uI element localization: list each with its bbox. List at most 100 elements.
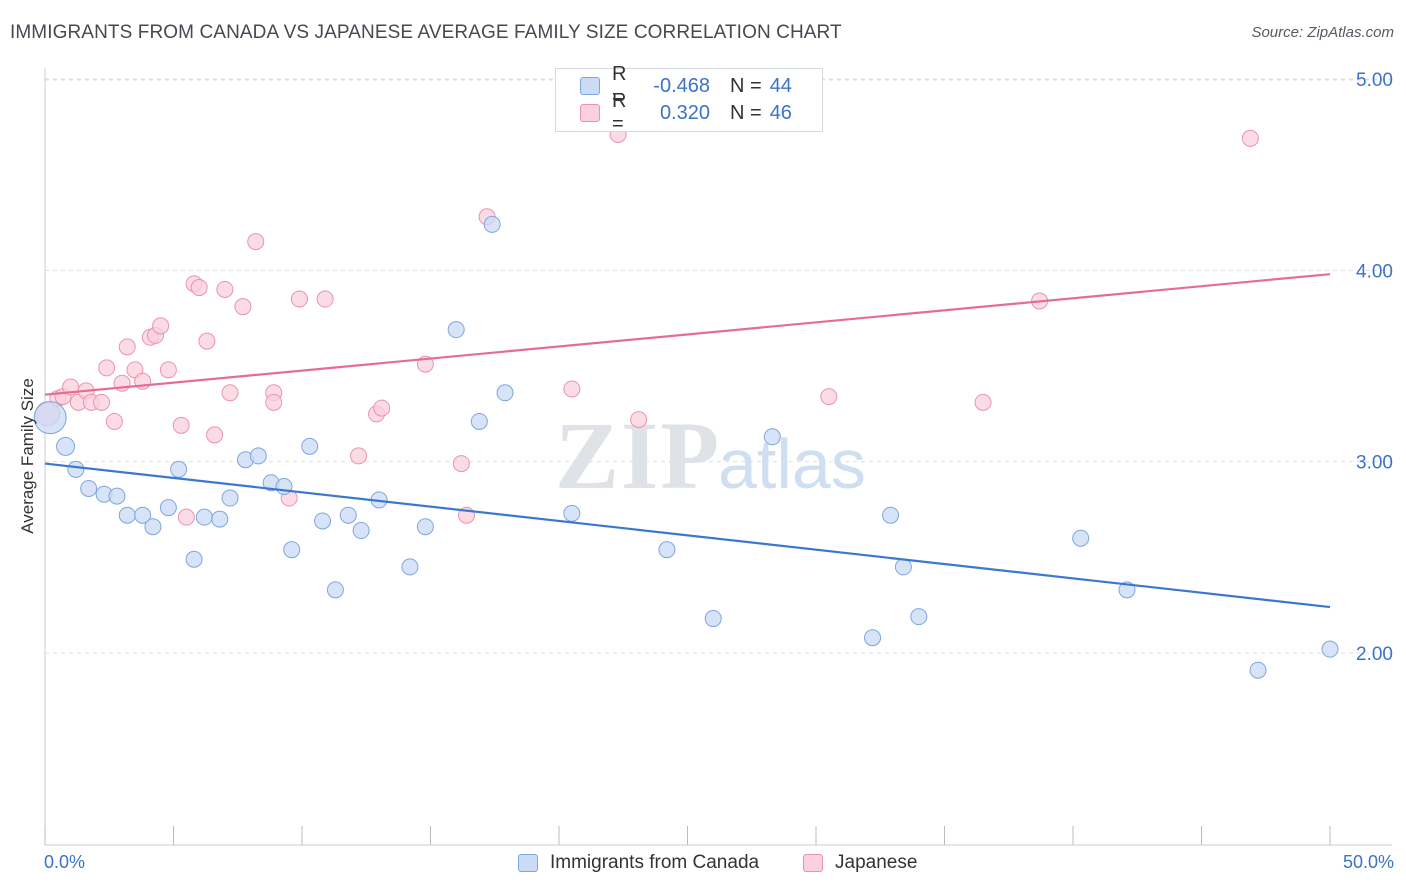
- legend-n-label: N =: [730, 74, 762, 97]
- series-legend: Immigrants from Canada Japanese: [0, 852, 1406, 876]
- watermark: ZIP atlas: [555, 402, 866, 509]
- canada-point: [56, 436, 76, 456]
- japanese-point: [452, 455, 470, 473]
- canada-point: [401, 558, 419, 576]
- canada-point: [33, 401, 67, 435]
- legend-r-value: -0.468: [653, 74, 710, 97]
- canada-point: [496, 384, 514, 402]
- canada-point: [1249, 661, 1267, 679]
- japanese-trend-line: [44, 273, 1331, 396]
- legend-row-canada: R = -0.468 N = 44: [580, 63, 792, 108]
- watermark-atlas: atlas: [718, 425, 866, 503]
- canada-point: [447, 321, 465, 339]
- legend-n-value: 44: [769, 74, 792, 97]
- japanese-point: [159, 361, 177, 379]
- series-swatch-japanese: [803, 854, 823, 872]
- legend-row-japanese: R = 0.320 N = 46: [580, 90, 792, 135]
- canada-point: [108, 487, 126, 505]
- y-tick-label: 2.00: [1356, 644, 1393, 665]
- japanese-point: [216, 280, 234, 298]
- japanese-point: [98, 359, 116, 377]
- trend-lines: [44, 273, 1331, 609]
- canada-point: [249, 447, 267, 465]
- canada-point: [864, 629, 882, 647]
- japanese-point: [290, 290, 308, 308]
- canada-point: [144, 518, 162, 536]
- japanese-point: [152, 317, 170, 335]
- canada-point: [894, 558, 912, 576]
- canada-point: [1321, 640, 1339, 658]
- x-axis-max-label: 50.0%: [1342, 852, 1394, 872]
- japanese-point: [105, 412, 123, 430]
- series-name-japanese: Japanese: [835, 852, 918, 873]
- japanese-point: [118, 338, 136, 356]
- japanese-point: [1241, 129, 1259, 147]
- legend-swatch-japanese: [580, 104, 600, 122]
- legend-r-label: R =: [612, 63, 627, 108]
- canada-point: [563, 504, 581, 522]
- japanese-point: [265, 393, 283, 411]
- series-legend-canada: Immigrants from Canada: [518, 852, 759, 874]
- canada-point: [159, 499, 177, 517]
- x-axis-min-label: 0.0%: [44, 852, 86, 872]
- canada-point: [275, 478, 293, 496]
- japanese-point: [93, 393, 111, 411]
- series-legend-japanese: Japanese: [803, 852, 917, 874]
- japanese-point: [974, 393, 992, 411]
- source-label: Source: ZipAtlas.com: [1251, 24, 1394, 41]
- japanese-point: [172, 416, 190, 434]
- legend-r-label: R =: [612, 90, 627, 135]
- canada-point: [658, 541, 676, 559]
- canada-point: [1072, 529, 1090, 547]
- japanese-point: [373, 399, 391, 417]
- japanese-point: [234, 298, 252, 316]
- canada-point: [221, 489, 239, 507]
- canada-point: [134, 506, 152, 524]
- canada-point: [283, 541, 301, 559]
- legend-n-value: 46: [769, 101, 792, 124]
- canada-point: [339, 506, 357, 524]
- japanese-point: [190, 279, 208, 297]
- canada-point: [470, 412, 488, 430]
- canada-trend-line: [44, 462, 1331, 609]
- legend-swatch-canada: [580, 77, 600, 95]
- canada-point: [882, 506, 900, 524]
- japanese-point: [820, 388, 838, 406]
- y-axis-label: Average Family Size: [18, 378, 37, 534]
- correlation-legend: R = -0.468 N = 44 R = 0.320 N = 46: [555, 63, 823, 135]
- canada-point: [352, 522, 370, 540]
- legend-r-value: 0.320: [659, 101, 710, 124]
- japanese-point: [206, 426, 224, 444]
- japanese-point: [221, 384, 239, 402]
- canada-point: [483, 215, 501, 233]
- canada-point: [910, 608, 928, 626]
- y-tick-labels: 2.00 3.00 4.00 5.00: [1356, 70, 1393, 665]
- y-tick-label: 4.00: [1356, 261, 1393, 282]
- grid-lines: [45, 78, 1392, 654]
- canada-point: [170, 460, 188, 478]
- canada-point: [763, 428, 781, 446]
- canada-point: [704, 610, 722, 628]
- canada-point: [67, 460, 85, 478]
- chart-title: IMMIGRANTS FROM CANADA VS JAPANESE AVERA…: [10, 22, 842, 43]
- series-swatch-canada: [518, 854, 538, 872]
- canada-point: [314, 512, 332, 530]
- canada-point: [185, 550, 203, 568]
- japanese-point: [563, 380, 581, 398]
- japanese-point: [350, 447, 368, 465]
- y-tick-label: 5.00: [1356, 70, 1393, 91]
- canada-point: [416, 518, 434, 536]
- legend-n-label: N =: [730, 101, 762, 124]
- japanese-point: [247, 233, 265, 251]
- canada-point: [326, 581, 344, 599]
- y-tick-label: 3.00: [1356, 453, 1393, 474]
- japanese-point: [630, 411, 648, 429]
- canada-point: [80, 479, 98, 497]
- canada-point: [301, 437, 319, 455]
- japanese-point: [316, 290, 334, 308]
- axes: [44, 68, 1392, 846]
- canada-point: [211, 510, 229, 528]
- japanese-point: [177, 508, 195, 526]
- japanese-point: [198, 332, 216, 350]
